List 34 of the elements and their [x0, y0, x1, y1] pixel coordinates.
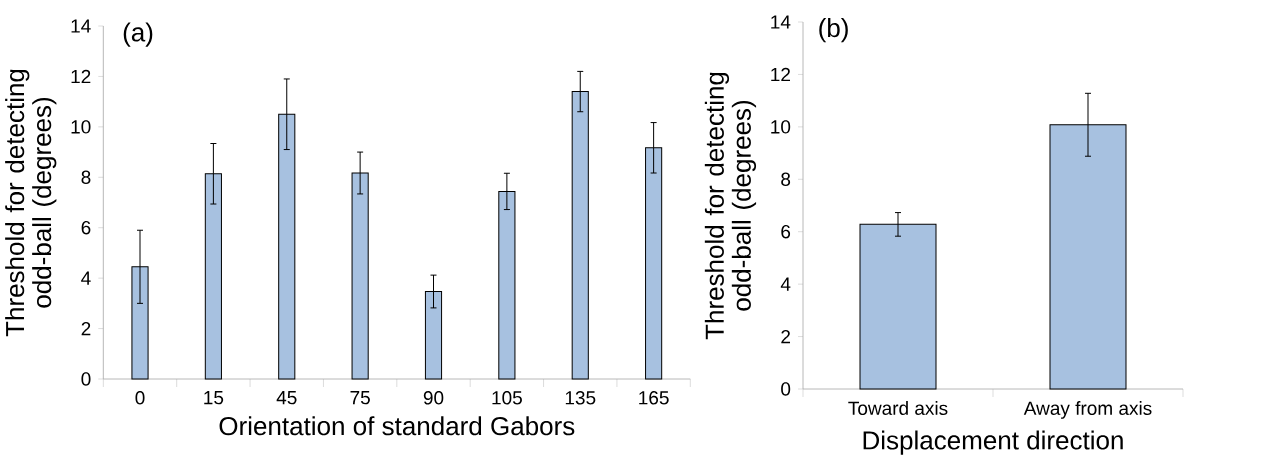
y-axis-title: Threshold for detecting odd-ball (degrees)	[5, 69, 57, 337]
x-tick-label: 75	[350, 391, 370, 405]
x-tick-label: 90	[423, 391, 444, 405]
y-tick-label: 2	[781, 329, 790, 344]
y-tick-label: 14	[71, 19, 91, 33]
y-tick-label: 6	[781, 224, 791, 239]
x-tick-label: 165	[639, 391, 669, 405]
bar	[498, 190, 516, 380]
x-tick-label: 45	[276, 391, 297, 405]
annotation: (b)	[819, 18, 848, 43]
y-tick-label: 14	[771, 15, 791, 29]
x-axis-title: Orientation of standard Gabors	[219, 416, 575, 436]
y-axis-title: Threshold for detecting odd-ball (degrees)	[704, 72, 757, 340]
y-tick-label: 10	[71, 120, 91, 134]
y-tick-label: 4	[81, 271, 91, 285]
y-tick-label: 12	[771, 67, 790, 82]
y-tick-label: 10	[771, 120, 791, 134]
y-tick-label: 0	[81, 372, 91, 386]
annotation: (a)	[123, 22, 153, 47]
x-tick-label: Away from axis	[1023, 401, 1152, 419]
y-tick-label: 12	[71, 69, 91, 84]
x-tick-label: 15	[204, 391, 224, 405]
x-tick-label: Toward axis	[848, 401, 948, 416]
y-tick-label: 6	[81, 220, 91, 235]
y-tick-label: 0	[781, 382, 791, 396]
y-tick-label: 4	[780, 277, 791, 291]
x-axis-title: Displacement direction	[863, 430, 1123, 455]
y-tick-label: 8	[81, 170, 91, 185]
x-tick-label: 0	[135, 391, 145, 405]
x-tick-label: 135	[565, 391, 596, 405]
y-tick-label: 2	[81, 321, 91, 336]
x-tick-label: 105	[492, 391, 522, 405]
bar	[278, 113, 296, 380]
y-tick-label: 8	[781, 172, 791, 187]
